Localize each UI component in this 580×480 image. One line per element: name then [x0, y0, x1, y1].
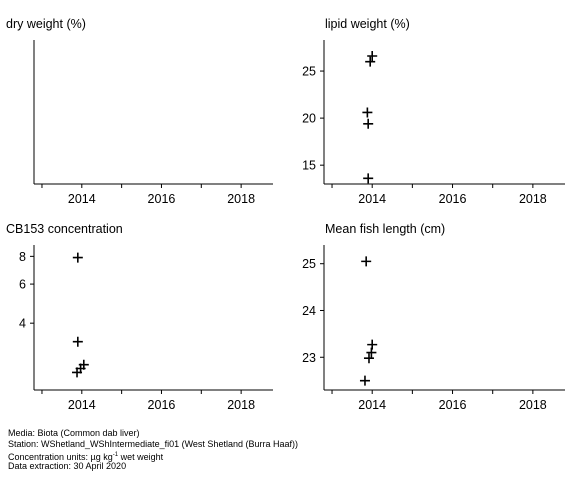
y-tick-label: 20 [302, 112, 316, 126]
y-tick-label: 6 [19, 278, 26, 292]
y-tick-label: 23 [302, 351, 316, 365]
y-tick-label: 8 [19, 250, 26, 264]
panel-4: Mean fish length (cm) 2014 2016 2018 23 24 25 [302, 222, 565, 412]
footer-station: Station: WShetland_WShIntermediate_fi01 … [8, 439, 298, 449]
data-point [367, 51, 378, 61]
x-tick-label: 2016 [148, 192, 176, 206]
x-tick-label: 2018 [519, 398, 547, 412]
data-point [359, 375, 370, 386]
data-point [367, 339, 378, 350]
data-point [362, 107, 373, 118]
x-tick-label: 2018 [227, 398, 255, 412]
panel-title: lipid weight (%) [325, 17, 410, 31]
y-tick-label: 15 [302, 159, 316, 173]
x-tick-label: 2018 [519, 192, 547, 206]
panel-2: lipid weight (%) 2014 2016 2018 15 20 25 [302, 17, 565, 206]
footer-units: Concentration units: µg kg-1 wet weight [8, 450, 163, 462]
footer-units-prefix: Concentration units: µg kg [8, 452, 113, 462]
x-tick-label: 2014 [68, 192, 96, 206]
footer-units-sup: -1 [112, 452, 119, 458]
panel-1: dry weight (%) 2014 2016 2018 [6, 17, 273, 206]
panel-title: Mean fish length (cm) [325, 222, 445, 236]
footer-extraction: Data extraction: 30 April 2020 [8, 461, 127, 471]
data-point [363, 118, 374, 129]
data-point [363, 173, 374, 184]
footer-units-suffix: wet weight [118, 452, 164, 462]
data-point [363, 353, 374, 364]
y-tick-label: 25 [302, 65, 316, 79]
footer-media: Media: Biota (Common dab liver) [8, 428, 140, 438]
x-tick-label: 2014 [358, 192, 386, 206]
data-point [365, 56, 376, 67]
data-point [366, 347, 377, 358]
x-tick-label: 2014 [358, 398, 386, 412]
x-tick-label: 2014 [68, 398, 96, 412]
y-tick-label: 4 [19, 317, 26, 331]
panel-title: CB153 concentration [6, 222, 123, 236]
x-tick-label: 2016 [439, 192, 467, 206]
panel-3: CB153 concentration 2014 2016 2018 4 6 8 [6, 222, 273, 412]
data-point [72, 336, 83, 347]
y-tick-label: 24 [302, 304, 316, 318]
data-point [72, 367, 83, 378]
data-point [361, 256, 372, 267]
x-tick-label: 2016 [439, 398, 467, 412]
panel-title: dry weight (%) [6, 17, 86, 31]
x-tick-label: 2018 [227, 192, 255, 206]
data-point [72, 252, 83, 263]
y-tick-label: 25 [302, 257, 316, 271]
x-tick-label: 2016 [148, 398, 176, 412]
